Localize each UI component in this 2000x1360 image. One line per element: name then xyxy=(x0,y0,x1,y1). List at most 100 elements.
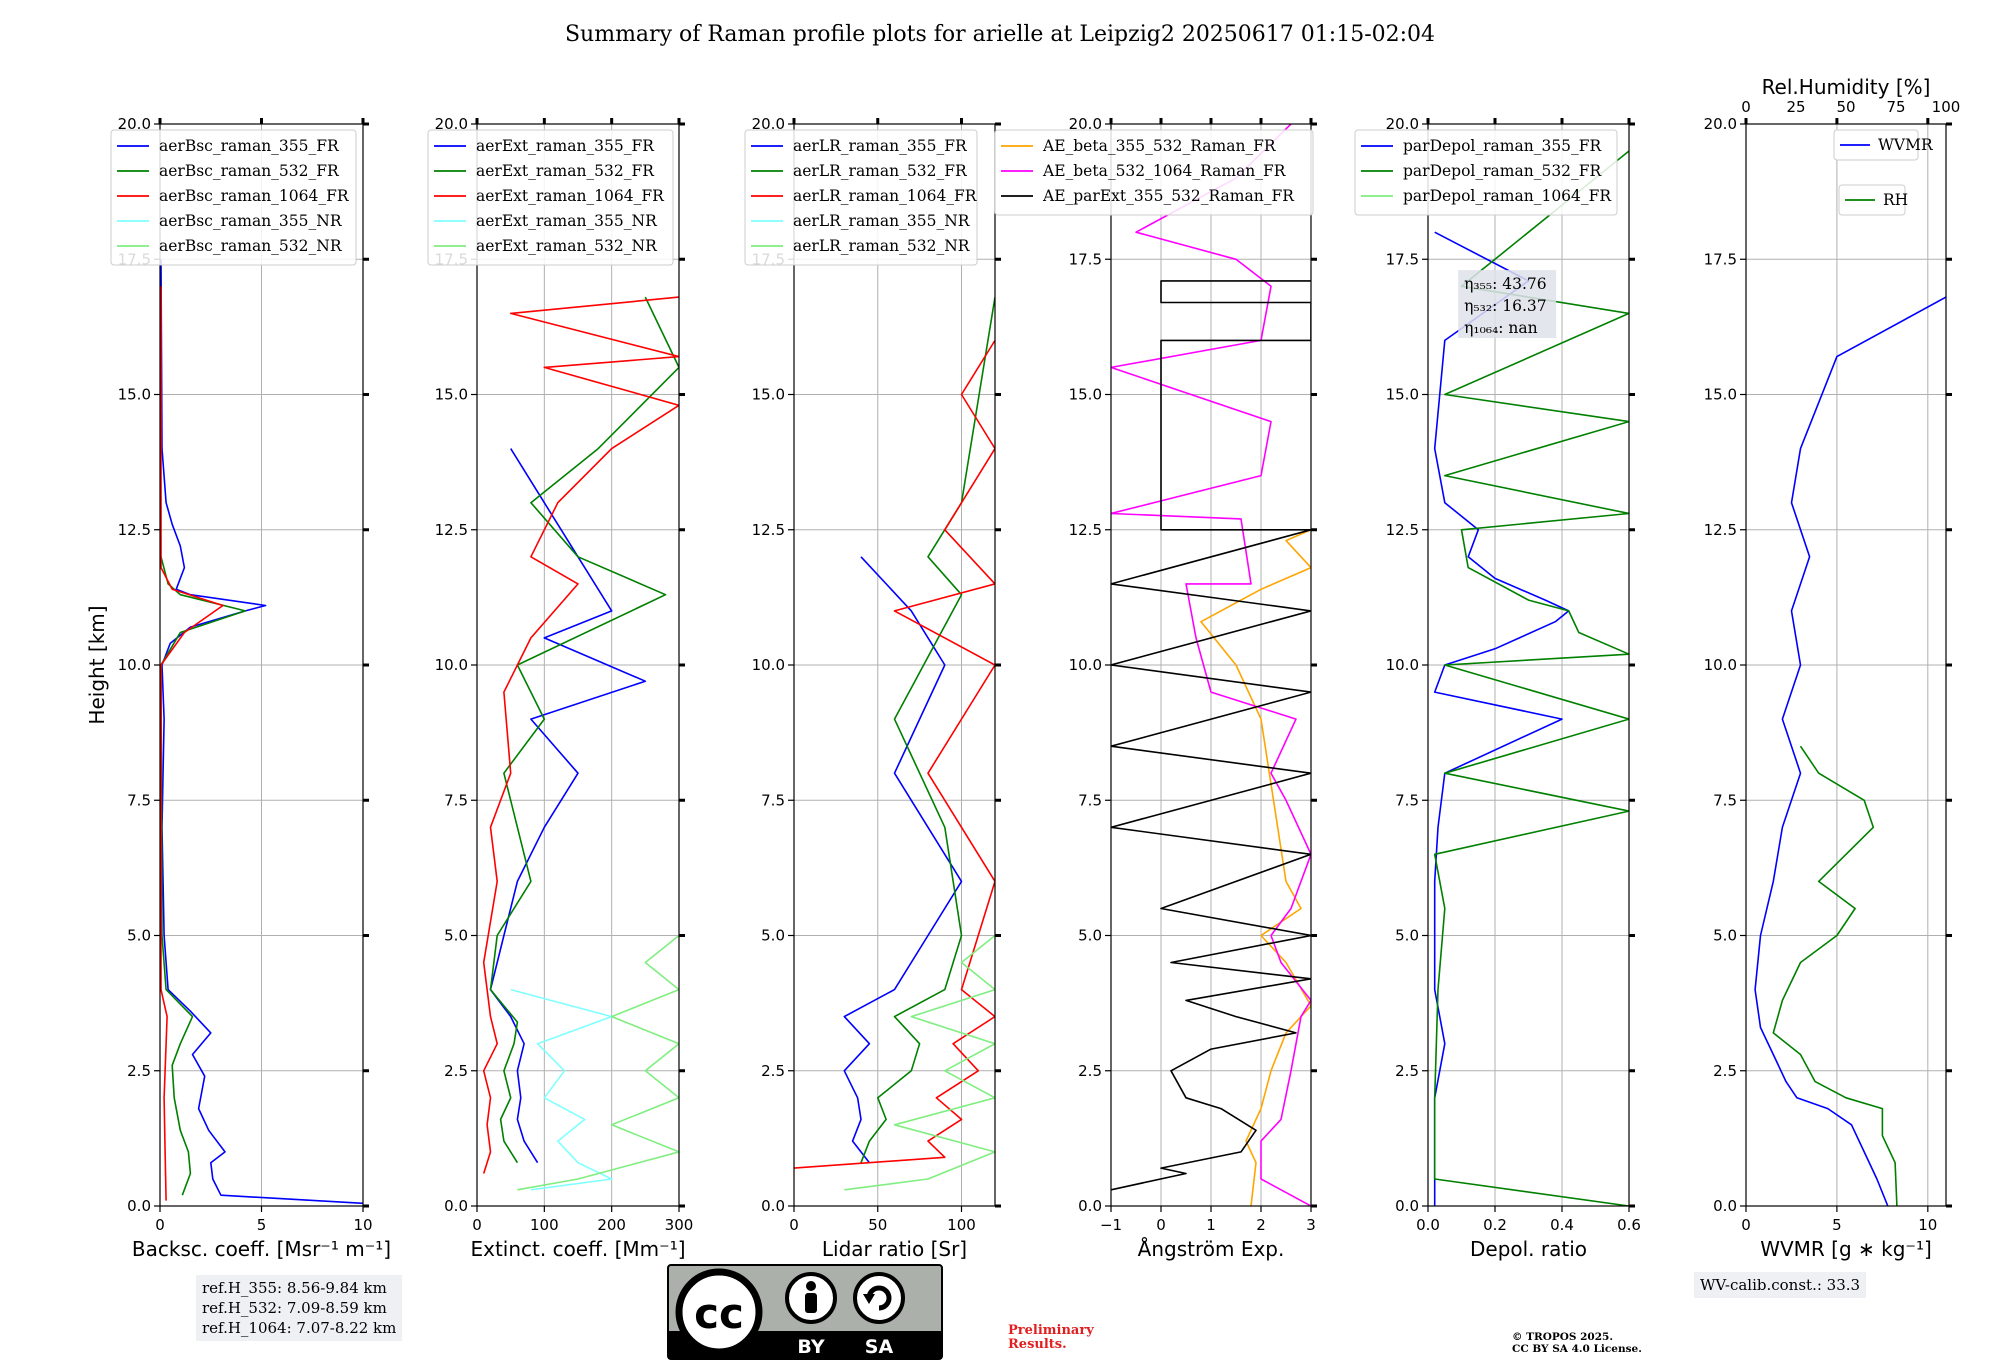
y-tick-label: 5.0 xyxy=(761,927,785,945)
legend-label: aerExt_raman_532_NR xyxy=(476,237,658,255)
legend-box: aerExt_raman_355_FR aerExt_raman_532_FRae… xyxy=(427,129,674,266)
y-tick-label: 10.0 xyxy=(1386,656,1419,674)
legend-frame xyxy=(744,129,978,266)
legend-box: AE_beta_355_532_Raman_FR AE_beta_532_1064… xyxy=(994,129,1314,216)
legend-box: parDepol_raman_355_FR parDepol_raman_532_… xyxy=(1354,129,1618,216)
y-tick-label: 12.5 xyxy=(118,521,151,539)
legend-frame xyxy=(1833,129,1919,161)
x-tick-label: 100 xyxy=(947,1216,976,1234)
y-tick-label: 0.0 xyxy=(1078,1197,1102,1215)
copyright-note: © TROPOS 2025. CC BY SA 4.0 License. xyxy=(1512,1331,1642,1355)
y-tick-label: 20.0 xyxy=(1386,115,1419,133)
x-tick-label: 5 xyxy=(257,1216,267,1234)
series-line-parDepol_raman_532_FR xyxy=(1433,150,1629,1206)
x-tick-label: 10 xyxy=(353,1216,372,1234)
y-tick-label: 17.5 xyxy=(1704,250,1737,268)
series-line-aerBsc_raman_532_FR xyxy=(160,556,247,1196)
y-tick-label: 15.0 xyxy=(752,386,785,404)
legend-label: aerBsc_raman_532_FR xyxy=(159,162,340,180)
legend-frame xyxy=(994,129,1314,216)
series-line-aerBsc_raman_355_FR xyxy=(160,259,363,1205)
series-group xyxy=(1111,124,1311,1206)
legend-box: aerBsc_raman_355_FR aerBsc_raman_532_FRae… xyxy=(110,129,357,266)
y-tick-label: 20.0 xyxy=(435,115,468,133)
legend-label: parDepol_raman_1064_FR xyxy=(1403,187,1612,205)
sa-arrow-head xyxy=(863,1294,875,1304)
y-tick-label: 10.0 xyxy=(1704,656,1737,674)
preliminary-line-2: Results. xyxy=(1008,1337,1067,1352)
series-line-aerBsc_raman_1064_FR xyxy=(160,286,224,1201)
preliminary-note: Preliminary Results. xyxy=(1008,1324,1094,1352)
y-tick-label: 10.0 xyxy=(752,656,785,674)
series-line-aerExt_raman_532_FR xyxy=(489,296,679,1164)
y-tick-label: 2.5 xyxy=(1713,1062,1737,1080)
series-line-aerLR_raman_532_FR xyxy=(860,296,995,1163)
x-tick-label: 100 xyxy=(530,1216,559,1234)
series-group xyxy=(1754,296,1946,1206)
legend-label: aerExt_raman_532_FR xyxy=(476,162,655,180)
x-tick-label: 0.0 xyxy=(1416,1216,1440,1234)
legend-label: aerExt_raman_1064_FR xyxy=(476,187,665,205)
legend-box: RH xyxy=(1838,184,1908,216)
y-tick-label: 20.0 xyxy=(118,115,151,133)
legend-label: AE_beta_532_1064_Raman_FR xyxy=(1042,162,1287,180)
y-tick-label: 5.0 xyxy=(1395,927,1419,945)
legend-label: AE_parExt_355_532_Raman_FR xyxy=(1042,187,1295,205)
x-tick-label: 10 xyxy=(1918,1216,1937,1234)
ref-height-1064: ref.H_1064: 7.07-8.22 km xyxy=(202,1319,397,1337)
series-line-AE_beta_532_1064_Raman_FR xyxy=(1111,124,1311,1206)
panel-lidar-ratio: 0.02.55.07.510.012.515.017.520.0050100Li… xyxy=(744,115,1001,1261)
x-tick-label: 0 xyxy=(1741,1216,1751,1234)
legend-frame xyxy=(1354,129,1618,216)
cc-by-sa-badge: cc BY SA xyxy=(667,1264,943,1360)
top-x-tick-label: 100 xyxy=(1932,98,1961,116)
top-x-tick-label: 25 xyxy=(1786,98,1805,116)
eta-annotation-line: η₅₃₂: 16.37 xyxy=(1464,297,1546,315)
by-person-head xyxy=(806,1281,816,1291)
legend-label: RH xyxy=(1883,191,1908,209)
y-tick-label: 5.0 xyxy=(444,927,468,945)
y-tick-label: 12.5 xyxy=(435,521,468,539)
y-tick-label: 15.0 xyxy=(1386,386,1419,404)
legend-label: aerLR_raman_532_NR xyxy=(793,237,971,255)
panel-angstrom: 0.0 2.5 5.0 7.5 10.0 12.5 15.0 17.5 20.0 −1 0 1 2 3 Ån… xyxy=(994,115,1317,1261)
legend-label: aerLR_raman_355_FR xyxy=(793,137,968,155)
y-tick-label: 7.5 xyxy=(1713,791,1737,809)
sa-label: SA xyxy=(865,1336,894,1358)
y-tick-label: 20.0 xyxy=(752,115,785,133)
legend-label: aerBsc_raman_1064_FR xyxy=(159,187,350,205)
top-x-axis-title: Rel.Humidity [%] xyxy=(1762,75,1931,99)
panel-extinction: 0.02.55.07.510.012.515.017.520.001002003… xyxy=(427,115,694,1261)
y-tick-label: 7.5 xyxy=(761,791,785,809)
sa-share-icon xyxy=(853,1272,905,1324)
panel-wvmr: 0.02.55.07.510.012.515.017.520.00 5 10WVMR… xyxy=(1704,75,1961,1261)
eta-annotation-line: η₁₀₆₄: nan xyxy=(1464,319,1538,337)
x-tick-label: 3 xyxy=(1306,1216,1316,1234)
y-tick-label: 7.5 xyxy=(444,791,468,809)
x-axis-title: Extinct. coeff. [Mm⁻¹] xyxy=(470,1237,685,1261)
by-label: BY xyxy=(797,1336,824,1358)
legend-label: WVMR xyxy=(1878,136,1934,154)
x-tick-label: 0.6 xyxy=(1617,1216,1641,1234)
ref-height-355: ref.H_355: 8.56-9.84 km xyxy=(202,1279,387,1297)
y-tick-label: 20.0 xyxy=(1069,115,1102,133)
y-tick-label: 2.5 xyxy=(1078,1062,1102,1080)
y-tick-label: 0.0 xyxy=(1395,1197,1419,1215)
legend-label: aerBsc_raman_355_FR xyxy=(159,137,340,155)
legend-label: aerLR_raman_532_FR xyxy=(793,162,968,180)
legend-label: aerExt_raman_355_FR xyxy=(476,137,655,155)
preliminary-line-1: Preliminary xyxy=(1008,1323,1094,1338)
legend-frame xyxy=(427,129,674,266)
y-tick-label: 2.5 xyxy=(127,1062,151,1080)
legend-label: aerBsc_raman_355_NR xyxy=(159,212,343,230)
series-group xyxy=(160,259,363,1205)
legend-label: parDepol_raman_532_FR xyxy=(1403,162,1603,180)
legend-frame xyxy=(110,129,357,266)
series-group xyxy=(794,296,995,1191)
x-tick-label: 300 xyxy=(665,1216,694,1234)
y-tick-label: 15.0 xyxy=(118,386,151,404)
x-tick-label: 1 xyxy=(1206,1216,1216,1234)
y-tick-label: 12.5 xyxy=(1704,521,1737,539)
y-tick-label: 2.5 xyxy=(444,1062,468,1080)
